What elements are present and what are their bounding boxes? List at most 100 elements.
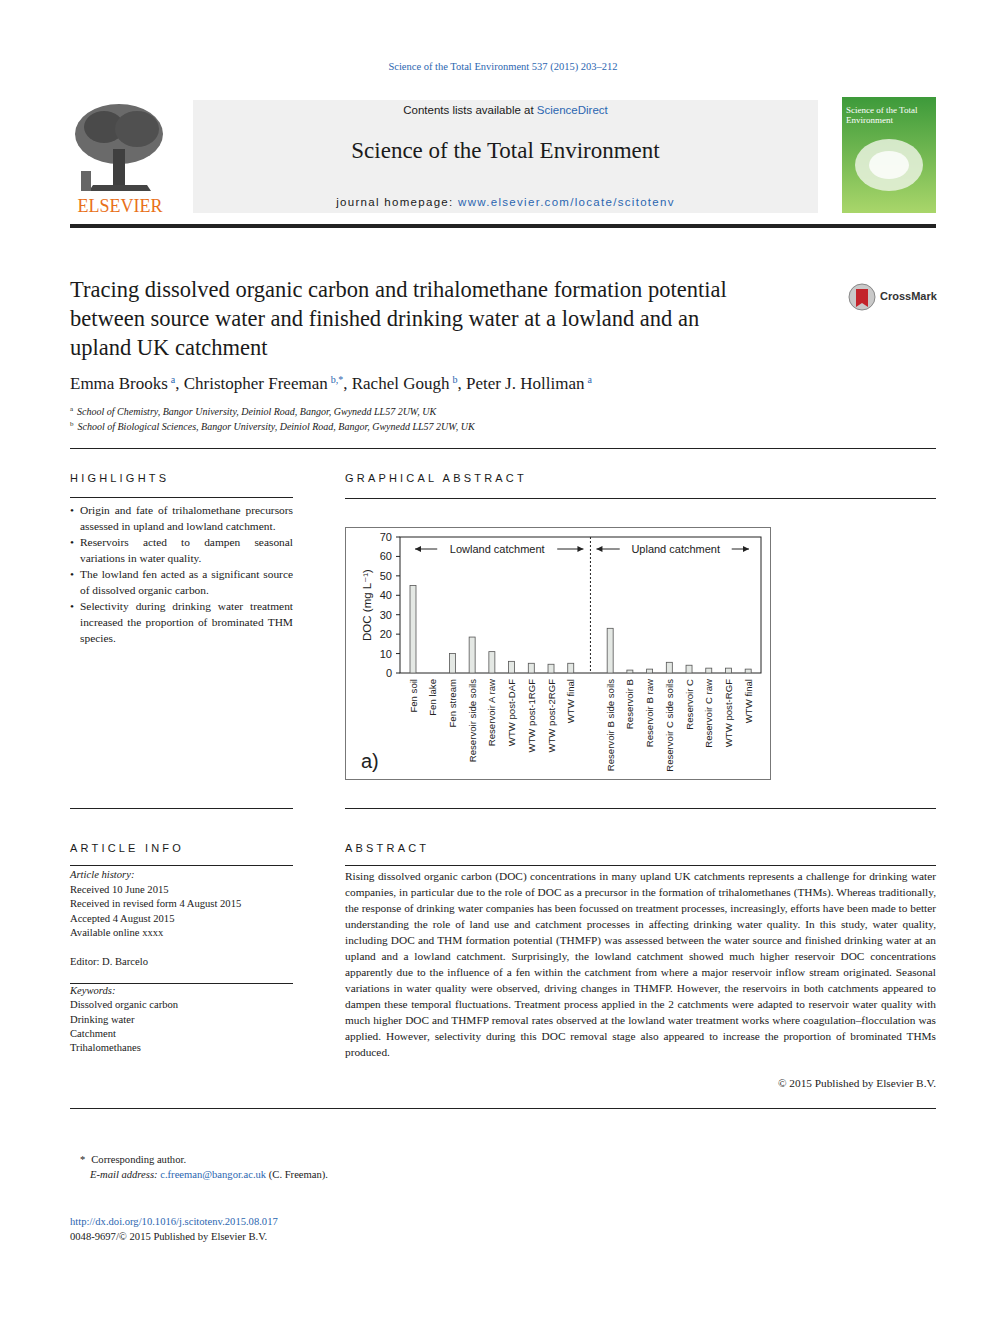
y-tick [396,614,400,615]
history-item: Accepted 4 August 2015 [70,913,174,924]
email-label: E-mail address: [90,1169,158,1180]
rule [345,808,936,809]
y-tick [396,673,400,674]
journal-banner: Contents lists available at ScienceDirec… [193,100,818,213]
history-item: Available online xxxx [70,926,293,941]
annotation: Upland catchment [631,543,720,555]
x-tick-label: Reservoir C [684,679,695,730]
panel-label: a) [361,750,379,772]
author-name: Emma Brooks [70,374,168,393]
homepage-link[interactable]: www.elsevier.com/locate/scitotenv [458,196,675,208]
path [856,289,868,307]
abstract-body: Rising dissolved organic carbon (DOC) co… [345,870,936,1058]
author-affil: a [171,374,175,385]
keyword: Trihalomethanes [70,1042,141,1053]
history-item: Received in revised form 4 August 2015 [70,898,241,909]
bar [528,663,534,673]
issn: 0048-9697/© 2015 Published by Elsevier B… [70,1230,670,1245]
cover-title: Science of the Total Environment [846,105,934,125]
y-tick [396,537,400,538]
y-tick [396,575,400,576]
bar [686,665,692,673]
rule [345,498,936,499]
annotation: Lowland catchment [450,543,545,555]
cover-title-text: Science of the Total Environment [846,105,917,125]
heading: HIGHLIGHTS [70,472,169,484]
rule [345,865,936,866]
bar [469,637,475,673]
author-affil: b [452,374,457,385]
x-tick-label: WTW final [565,679,576,723]
sciencedirect-link[interactable]: ScienceDirect [537,104,608,116]
rule [70,1108,936,1109]
article-info-heading: ARTICLE INFO [70,838,184,856]
affil-text: School of Chemistry, Bangor University, … [77,406,436,417]
homepage-line: journal homepage: www.elsevier.com/locat… [193,196,818,208]
y-tick-label: 50 [380,570,392,582]
keywords-label: Keywords: [70,985,116,996]
bar [706,668,712,673]
rule [70,808,293,809]
authors: Emma Brooksa, Christopher Freemanb,*, Ra… [70,374,930,394]
homepage-prefix: journal homepage: [336,196,453,208]
highlight-text: The lowland fen acted as a significant s… [80,568,293,596]
plot-frame [400,537,761,673]
heading: GRAPHICAL ABSTRACT [345,472,527,484]
author-name: Peter J. Holliman [466,374,585,393]
affil-mark: b [70,420,74,428]
email-link[interactable]: c.freeman@bangor.ac.uk [160,1169,266,1180]
title: Tracing dissolved organic carbon and tri… [70,275,850,362]
catchment-separator [590,537,591,673]
x-tick-label: Fen stream [447,679,458,728]
y-tick-label: 10 [380,648,392,660]
circle [849,284,875,310]
keyword: Catchment [70,1028,116,1039]
highlight-text: Origin and fate of trihalomethane precur… [80,504,293,532]
keyword: Drinking water [70,1013,293,1027]
tree [75,104,163,191]
crossmark-text[interactable]: CrossMark [880,290,937,302]
affil-text: School of Biological Sciences, Bangor Un… [78,421,475,432]
doi-link: http://dx.doi.org/10.1016/j.scitotenv.20… [70,1215,670,1230]
editor: Editor: D. Barcelo [70,956,148,967]
affiliation: aSchool of Chemistry, Bangor University,… [70,405,930,417]
copyright-text: © 2015 Published by Elsevier B.V. [778,1077,936,1089]
graphical-abstract-heading: GRAPHICAL ABSTRACT [345,468,527,486]
y-tick [396,634,400,635]
arrowhead [743,546,749,552]
x-tick-label: Reservoir B side soils [605,679,616,771]
citation: Science of the Total Environment 537 (20… [0,61,992,72]
footnote-text: Corresponding author. [91,1154,186,1165]
y-tick-label: 40 [380,589,392,601]
x-tick-label: Reservoir C side soils [664,679,675,772]
abstract-text: Rising dissolved organic carbon (DOC) co… [345,868,936,1060]
copyright: © 2015 Published by Elsevier B.V. [345,1077,936,1089]
highlight-text: Selectivity during drinking water treatm… [80,600,293,644]
chart-frame [346,528,771,780]
keyword: Dissolved organic carbon [70,999,178,1010]
title-text: upland UK catchment [70,335,267,360]
bar [607,628,613,673]
footnotes: *Corresponding author.E-mail address: c.… [80,1153,680,1182]
keyword: Catchment [70,1027,293,1041]
editor: Editor: D. Barcelo [70,955,293,970]
highlights-heading: HIGHLIGHTS [70,468,169,486]
keyword: Drinking water [70,1014,134,1025]
rule [70,983,293,984]
author-affil: b,* [331,374,344,385]
bars [410,586,751,673]
citation-text[interactable]: Science of the Total Environment 537 (20… [388,61,617,72]
bar [548,664,554,673]
x-tick-label: WTW post-1RGF [526,679,537,753]
y-tick [396,653,400,654]
bar [509,661,515,673]
arrowhead [415,546,421,552]
contents-line: Contents lists available at ScienceDirec… [193,104,818,116]
ellipse [869,151,909,179]
arrowhead [596,546,602,552]
bar [666,662,672,673]
affiliation: b School of Biological Sciences, Bangor U… [70,420,930,432]
footer: http://dx.doi.org/10.1016/j.scitotenv.20… [70,1215,670,1244]
history-item: Available online xxxx [70,927,163,938]
keywords-label: Keywords: [70,984,293,998]
